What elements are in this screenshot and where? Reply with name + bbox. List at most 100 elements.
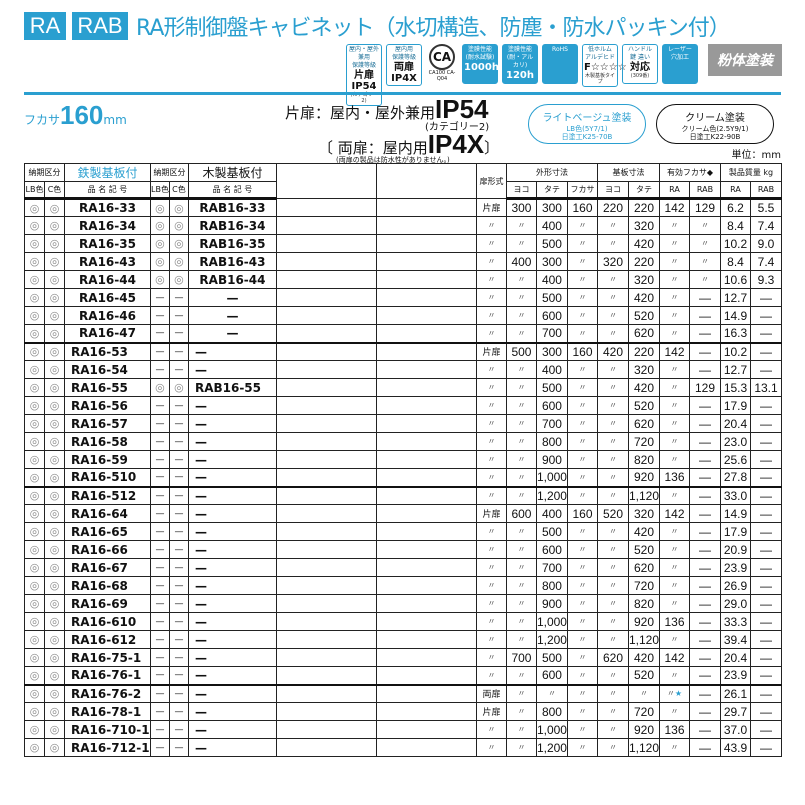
- blank-cell: [275, 666, 377, 685]
- cell-c: ◎: [44, 558, 65, 577]
- cell-wood-code: —: [187, 468, 277, 487]
- cell-eff-rab: —: [689, 288, 722, 307]
- feature-badge: 低ホルム アルデヒド F☆☆☆☆ 木製基板タイプ: [582, 44, 627, 87]
- cell-door: 〃: [475, 306, 507, 325]
- cell-depth: 〃: [566, 288, 598, 307]
- badge-l2: (耐・アルカリ): [506, 54, 534, 69]
- cell-eff-ra: 142: [659, 648, 691, 667]
- feature-badge: 屋内用 保護等級 両扉 IP4X: [386, 44, 422, 86]
- badge-v: 1000h: [464, 62, 499, 73]
- blank-cell: [375, 234, 477, 253]
- cell-lb: ◎: [24, 216, 45, 235]
- cell-mass-ra: 43.9: [720, 738, 752, 757]
- cell-c: —: [168, 432, 189, 451]
- cell-mass-ra: 6.2: [720, 198, 752, 217]
- feature-badges: 屋内・屋外兼用 保護等級 片扉 IP54 (カテゴリー2) 屋内用 保護等級 両扉 IP4X…: [346, 44, 782, 106]
- blank-cell: [375, 666, 477, 685]
- cell-c: ◎: [44, 341, 65, 361]
- cell-wood-code: RAB16-34: [187, 216, 277, 235]
- cell-c: ◎: [44, 270, 65, 289]
- rab-header: RAB: [750, 181, 783, 200]
- color-cream: クリーム塗装 クリーム色(2.5Y9/1) 日塗工K22-90B: [656, 104, 774, 144]
- d-header: フカサ: [566, 181, 598, 200]
- cell-door: 〃: [475, 216, 507, 235]
- cell-board-height: 〃: [627, 683, 661, 703]
- cell-wood-code: —: [187, 738, 277, 757]
- cell-lb: ◎: [24, 738, 45, 757]
- badge-l2: 保護等級: [391, 54, 416, 61]
- cell-width: 〃: [505, 270, 537, 289]
- cell-mass-ra: 25.6: [720, 450, 752, 469]
- cell-mass-ra: 10.2: [720, 341, 752, 361]
- blank-cell: [375, 198, 477, 217]
- blank-cell: [375, 360, 477, 379]
- badge-l2: 保護等級: [351, 62, 376, 69]
- cell-lb: ◎: [24, 630, 45, 649]
- cell-steel-code: RA16-58: [64, 432, 151, 451]
- blank-col: [275, 163, 377, 199]
- cell-mass-rab: —: [750, 666, 783, 685]
- cell-mass-rab: —: [750, 558, 783, 577]
- cell-board-width: 〃: [596, 306, 629, 325]
- blank-cell: [275, 216, 377, 235]
- cell-mass-ra: 14.9: [720, 504, 752, 523]
- blank-cell: [275, 576, 377, 595]
- cell-c: —: [168, 540, 189, 559]
- cell-c: ◎: [44, 485, 65, 505]
- cell-lb: —: [150, 594, 170, 613]
- cell-width: 〃: [505, 576, 537, 595]
- cell-depth: 〃: [566, 234, 598, 253]
- cell-wood-code: —: [187, 485, 277, 505]
- cell-steel-code: RA16-44: [64, 270, 151, 289]
- cell-eff-ra: 〃: [659, 378, 691, 397]
- cell-depth: 〃: [566, 576, 598, 595]
- cell-width: 〃: [505, 324, 537, 343]
- blank-cell: [375, 576, 477, 595]
- cell-lb: ◎: [24, 270, 45, 289]
- cell-eff-rab: —: [689, 450, 722, 469]
- cell-steel-code: RA16-47: [64, 324, 151, 343]
- cell-depth: 〃: [566, 360, 598, 379]
- cell-mass-ra: 26.9: [720, 576, 752, 595]
- cell-lb: ◎: [150, 198, 170, 217]
- cell-depth: 〃: [566, 738, 598, 757]
- cell-mass-ra: 15.3: [720, 378, 752, 397]
- blank-col: [375, 163, 477, 199]
- cell-door: 〃: [475, 414, 507, 433]
- cell-lb: —: [150, 576, 170, 595]
- cell-c: —: [168, 612, 189, 631]
- cell-depth: 〃: [566, 648, 598, 667]
- cell-width: 〃: [505, 396, 537, 415]
- cell-mass-rab: —: [750, 522, 783, 541]
- ca-badge: CA CA100 CA-Q04: [426, 44, 458, 82]
- cell-depth: 160: [566, 504, 598, 523]
- cell-height: 900: [535, 594, 568, 613]
- cell-steel-code: RA16-53: [64, 341, 151, 361]
- cell-eff-rab: —: [689, 683, 722, 703]
- cell-wood-code: RAB16-33: [187, 198, 277, 217]
- cell-lb: ◎: [24, 485, 45, 505]
- cell-steel-code: RA16-35: [64, 234, 151, 253]
- cell-eff-rab: 〃: [689, 216, 722, 235]
- cell-wood-code: —: [187, 702, 277, 721]
- cell-lb: ◎: [24, 648, 45, 667]
- cell-board-height: 920: [627, 612, 661, 631]
- cell-width: 〃: [505, 485, 537, 505]
- cell-door: 片扉: [475, 702, 507, 721]
- blank-cell: [275, 252, 377, 271]
- cell-eff-rab: —: [689, 594, 722, 613]
- cell-eff-rab: 〃: [689, 270, 722, 289]
- cell-lb: ◎: [24, 666, 45, 685]
- cell-height: 1,000: [535, 612, 568, 631]
- cell-mass-ra: 23.0: [720, 432, 752, 451]
- cell-mass-ra: 20.4: [720, 648, 752, 667]
- cell-steel-code: RA16-33: [64, 198, 151, 217]
- cell-board-height: 920: [627, 720, 661, 739]
- table-row: ◎ ◎ RA16-55 ◎ ◎ RAB16-55 〃〃 500 〃〃 420 〃 129 15.3 13.…: [24, 378, 783, 397]
- cell-eff-ra: 〃: [659, 540, 691, 559]
- cell-steel-code: RA16-610: [64, 612, 151, 631]
- cell-board-width: 220: [596, 198, 629, 217]
- cell-board-width: 〃: [596, 594, 629, 613]
- cell-c: —: [168, 360, 189, 379]
- cell-steel-code: RA16-68: [64, 576, 151, 595]
